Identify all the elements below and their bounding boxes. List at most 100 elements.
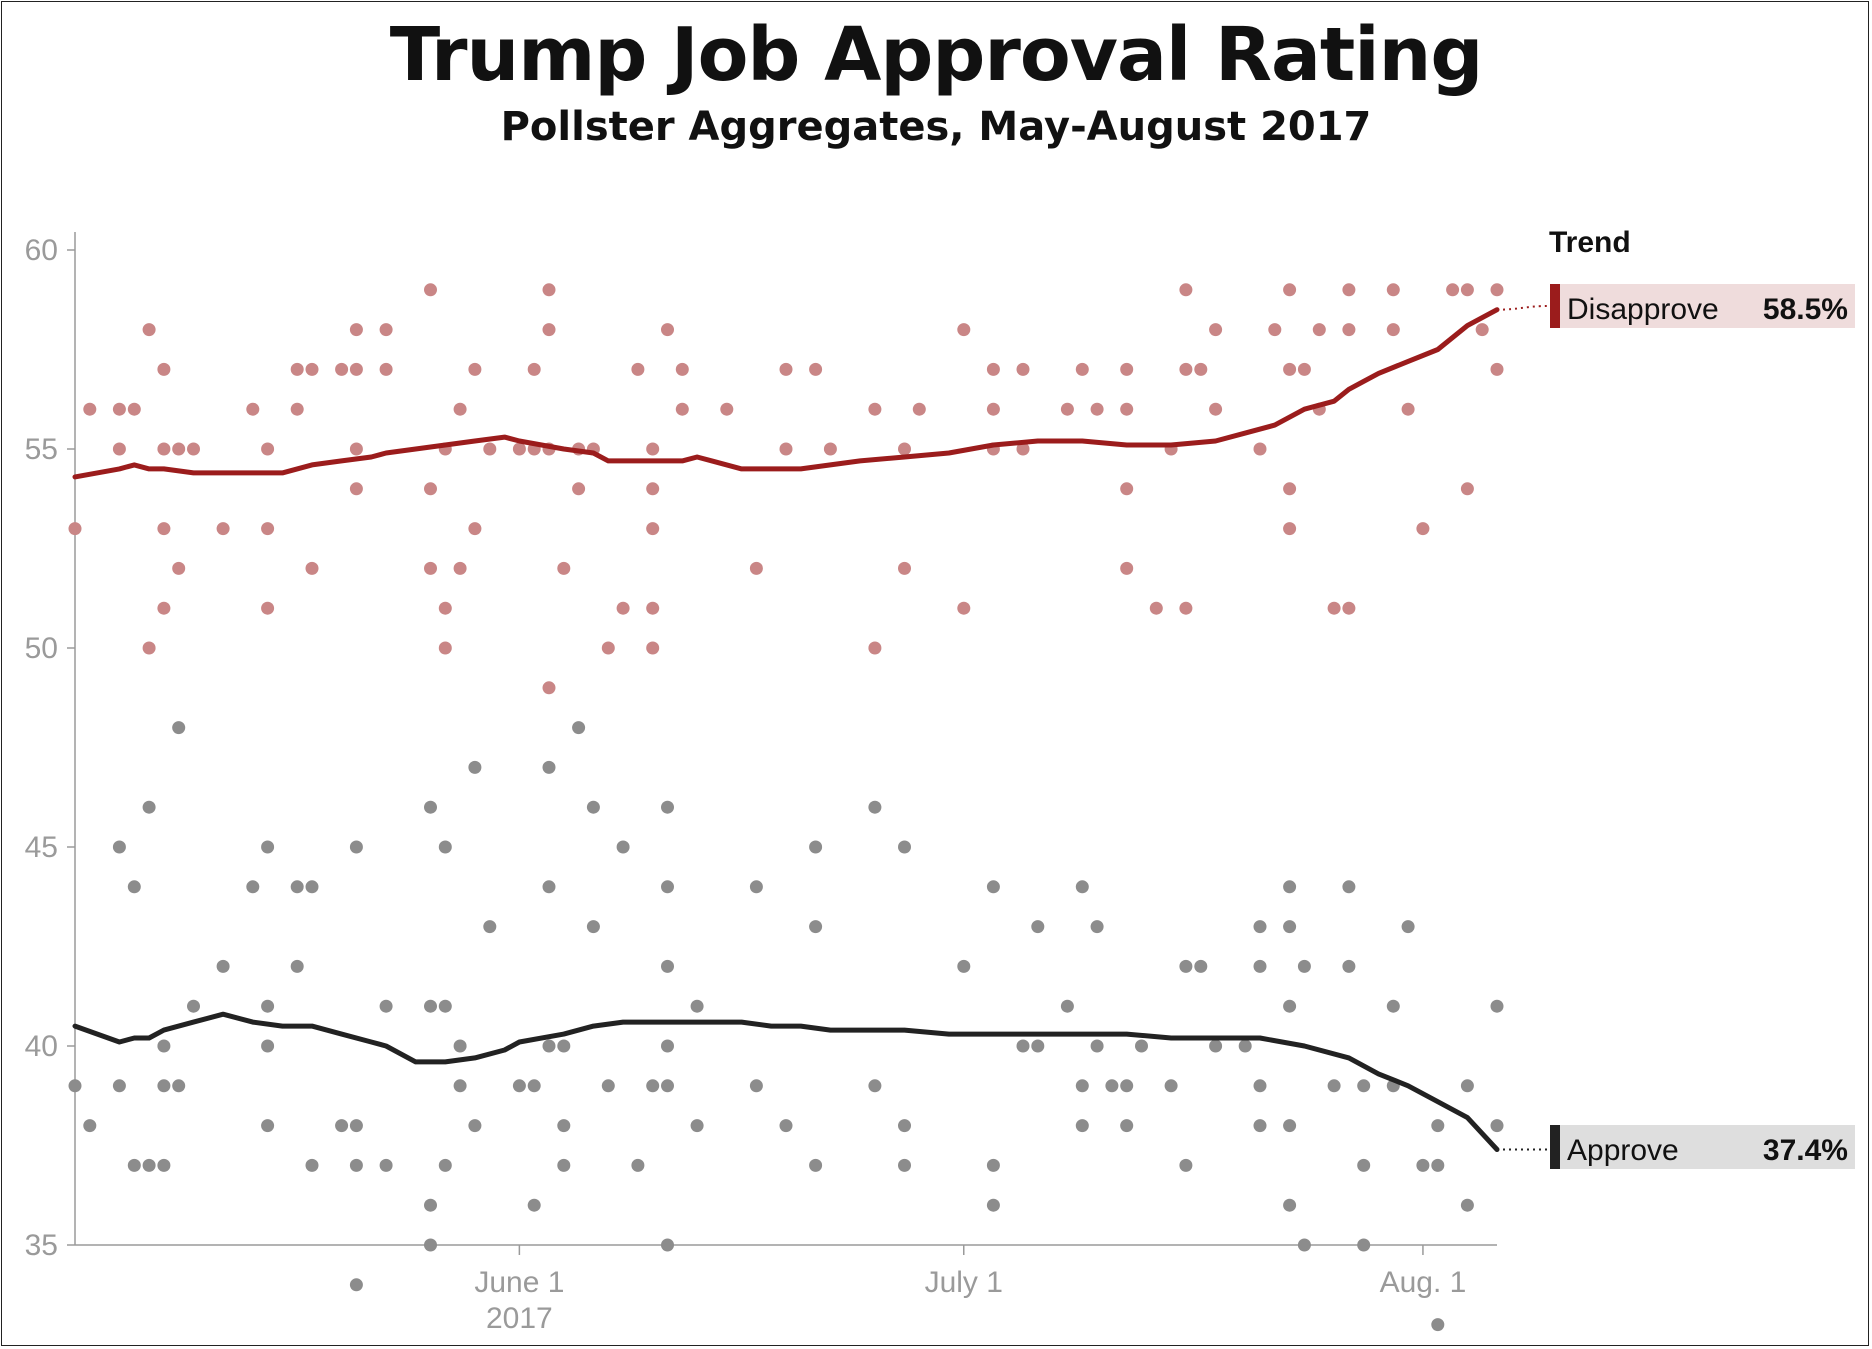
x-tick-label: Aug. 1 (1380, 1266, 1467, 1299)
disapprove-poll-dot (601, 641, 615, 655)
approve-value: 37.4% (1763, 1134, 1848, 1167)
disapprove-poll-dot (1209, 323, 1223, 337)
approve-poll-dot (1120, 1119, 1134, 1133)
approve-poll-dot (572, 721, 586, 735)
disapprove-poll-dot (1120, 402, 1134, 416)
disapprove-poll-dot (809, 362, 823, 376)
approve-poll-dot (1297, 1238, 1311, 1252)
approve-poll-dot (68, 1079, 82, 1093)
disapprove-poll-dot (957, 601, 971, 615)
y-tick-label: 40 (25, 1030, 58, 1063)
approve-poll-dot (127, 1158, 141, 1172)
disapprove-poll-dot (1120, 561, 1134, 575)
disapprove-poll-dot (305, 362, 319, 376)
approve-poll-dot (1283, 880, 1297, 894)
disapprove-poll-dot (305, 561, 319, 575)
disapprove-poll-dot (1120, 362, 1134, 376)
approve-label: Approve (1567, 1134, 1679, 1167)
disapprove-poll-dot (1179, 283, 1193, 297)
disapprove-poll-dot (438, 641, 452, 655)
disapprove-poll-dot (542, 323, 556, 337)
legend: Trend Disapprove 58.5% Approve 37.4% (1496, 226, 1855, 1169)
approve-poll-dot (631, 1158, 645, 1172)
x-tick-label: July 1 (925, 1266, 1003, 1299)
disapprove-poll-dot (157, 522, 171, 536)
approve-poll-dot (335, 1119, 349, 1133)
approve-poll-dot (1194, 959, 1208, 973)
approve-label-marker (1550, 1125, 1560, 1169)
disapprove-poll-dot (453, 402, 467, 416)
approve-poll-dot (379, 1158, 393, 1172)
disapprove-poll-dot (646, 641, 660, 655)
approve-poll-dot (1016, 1039, 1030, 1053)
disapprove-poll-dot (572, 482, 586, 496)
disapprove-poll-dot (957, 323, 971, 337)
approve-poll-dot (1238, 1039, 1252, 1053)
disapprove-poll-dot (112, 442, 126, 456)
approve-poll-dot (601, 1079, 615, 1093)
approve-poll-dot (1253, 959, 1267, 973)
approve-poll-dot (1075, 1079, 1089, 1093)
disapprove-poll-dot (246, 402, 260, 416)
approve-poll-dot (1283, 1119, 1297, 1133)
approve-poll-dot (542, 880, 556, 894)
disapprove-poll-dot (675, 362, 689, 376)
disapprove-poll-dot (631, 362, 645, 376)
y-tick-label: 60 (25, 234, 58, 267)
disapprove-poll-dot (142, 641, 156, 655)
approve-poll-dot (290, 880, 304, 894)
disapprove-poll-dot (127, 402, 141, 416)
approve-poll-dot (646, 1079, 660, 1093)
disapprove-poll-dot (646, 522, 660, 536)
approve-poll-dot (142, 800, 156, 814)
disapprove-poll-dot (779, 442, 793, 456)
disapprove-poll-dot (349, 482, 363, 496)
disapprove-poll-dot (68, 522, 82, 536)
approve-poll-dot (1357, 1158, 1371, 1172)
approve-poll-dot (438, 999, 452, 1013)
disapprove-poll-dot (1120, 482, 1134, 496)
disapprove-poll-dot (912, 402, 926, 416)
approve-poll-dot (986, 1158, 1000, 1172)
approve-poll-dot (661, 800, 674, 814)
approve-poll-dot (779, 1119, 793, 1133)
disapprove-poll-dot (187, 442, 200, 456)
disapprove-poll-dot (438, 601, 452, 615)
approve-poll-dot (453, 1079, 467, 1093)
approve-poll-dot (1031, 1039, 1045, 1053)
approve-poll-dot (1031, 920, 1045, 934)
disapprove-poll-dot (661, 323, 674, 337)
disapprove-poll-dot (157, 442, 171, 456)
approve-poll-dot (379, 999, 393, 1013)
disapprove-poll-dot (424, 561, 437, 575)
disapprove-poll-dot (290, 402, 304, 416)
disapprove-poll-dots (68, 283, 1504, 695)
approve-poll-dot (127, 880, 141, 894)
disapprove-connector (1496, 305, 1550, 311)
disapprove-poll-dot (290, 362, 304, 376)
approve-poll-dot (112, 1079, 126, 1093)
disapprove-poll-dot (349, 442, 363, 456)
approve-poll-dot (1105, 1079, 1119, 1093)
approve-poll-dot (157, 1039, 171, 1053)
approve-poll-dot (157, 1079, 171, 1093)
disapprove-poll-dot (542, 283, 556, 297)
y-tick-label: 45 (25, 831, 58, 864)
approve-poll-dot (1342, 959, 1356, 973)
approve-poll-dot (542, 760, 556, 774)
approve-poll-dot (661, 880, 674, 894)
x-tick-sublabel: 2017 (486, 1302, 553, 1335)
approve-poll-dot (216, 959, 230, 973)
disapprove-poll-dot (1342, 283, 1356, 297)
approve-poll-dot (187, 999, 200, 1013)
approve-trend-line (72, 1011, 1500, 1152)
approve-poll-dot (1060, 999, 1074, 1013)
y-tick-label: 35 (25, 1229, 58, 1262)
disapprove-poll-dot (868, 641, 882, 655)
disapprove-poll-dot (542, 681, 556, 695)
disapprove-poll-dot (1179, 362, 1193, 376)
chart-subtitle: Pollster Aggregates, May-August 2017 (500, 104, 1372, 150)
approve-poll-dot (1120, 1079, 1134, 1093)
approve-poll-dot (1490, 999, 1504, 1013)
